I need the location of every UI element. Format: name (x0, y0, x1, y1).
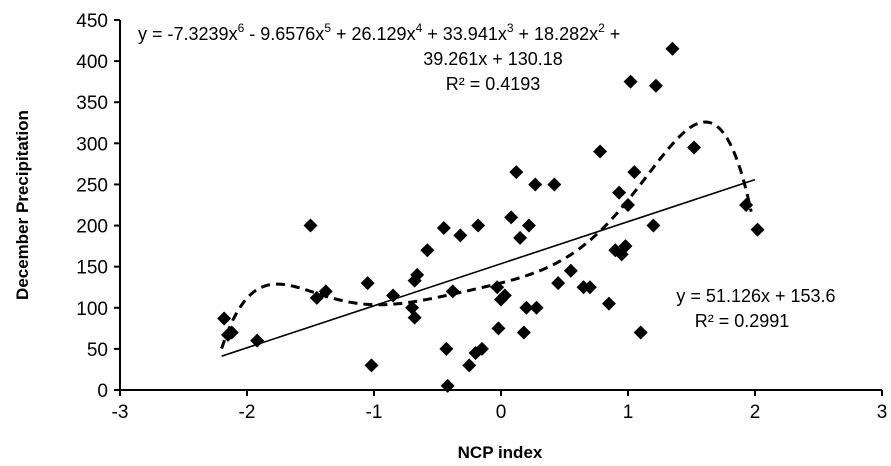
data-point (687, 140, 702, 155)
data-point (582, 280, 597, 295)
y-tick-label: 0 (97, 381, 108, 402)
data-point (497, 288, 512, 303)
y-tick-label: 100 (76, 299, 108, 320)
data-point (217, 311, 232, 326)
y-tick-label: 250 (76, 175, 108, 196)
x-axis-ticks: -3 -2 -1 0 1 2 3 (112, 390, 888, 423)
data-point (471, 218, 486, 233)
y-tick-label: 300 (76, 134, 108, 155)
data-point (516, 325, 531, 340)
linear-r2-label: R² = 0.2991 (695, 311, 790, 331)
data-point (224, 325, 239, 340)
data-point (551, 276, 566, 291)
poly-r2-label: R² = 0.4193 (446, 74, 541, 94)
data-point (612, 185, 627, 200)
data-point (420, 243, 435, 258)
data-point (593, 144, 608, 159)
y-tick-label: 50 (87, 340, 108, 361)
x-axis-title: NCP index (458, 443, 543, 462)
y-tick-label: 400 (76, 52, 108, 73)
data-point (360, 276, 375, 291)
data-point (407, 310, 422, 325)
poly-equation-line1: y = -7.3239x6 - 9.6576x5 + 26.129x4 + 33… (138, 21, 620, 44)
data-points (217, 41, 765, 393)
y-axis-title: December Precipitation (13, 110, 32, 300)
polynomial-trend-line (220, 120, 753, 350)
data-point (504, 210, 519, 225)
data-point (646, 218, 661, 233)
data-point (601, 296, 616, 311)
x-tick-label: 0 (496, 402, 507, 423)
linear-fit-equation: y = 51.126x + 153.6 R² = 0.2991 (676, 286, 835, 331)
data-point (648, 78, 663, 93)
data-point (547, 177, 562, 192)
data-point (627, 165, 642, 180)
data-point (436, 221, 451, 236)
poly-equation-line2: 39.261x + 130.18 (423, 49, 563, 69)
data-point (739, 198, 754, 212)
x-tick-label: -3 (112, 402, 129, 423)
x-tick-label: 1 (623, 402, 634, 423)
data-point (250, 333, 265, 348)
data-point (528, 177, 543, 192)
trend-lines (220, 120, 756, 357)
data-point (621, 198, 635, 212)
data-point (563, 263, 578, 278)
y-tick-label: 350 (76, 93, 108, 114)
data-point (519, 300, 534, 315)
y-tick-label: 450 (76, 11, 108, 32)
data-point (521, 218, 536, 233)
x-tick-label: 3 (877, 402, 888, 423)
data-point (490, 280, 505, 295)
x-tick-label: -1 (366, 402, 383, 423)
data-point (410, 267, 425, 282)
data-point (386, 288, 401, 303)
data-point (633, 325, 648, 340)
data-point (529, 300, 544, 315)
poly-fit-equation: y = -7.3239x6 - 9.6576x5 + 26.129x4 + 33… (138, 21, 620, 94)
data-point (513, 230, 528, 245)
data-point (623, 74, 638, 89)
data-point (445, 284, 460, 299)
x-tick-label: 2 (750, 402, 761, 423)
data-point (474, 341, 489, 356)
y-axis-ticks: 0 50 100 150 200 250 300 350 400 450 (76, 11, 120, 402)
data-point (440, 378, 455, 393)
linear-trend-line (221, 178, 756, 357)
data-point (364, 358, 379, 373)
data-point (491, 321, 506, 336)
data-point (750, 222, 765, 237)
data-point (665, 41, 680, 56)
data-point (453, 228, 468, 243)
x-tick-label: -2 (239, 402, 256, 423)
data-point (509, 165, 524, 180)
data-point (439, 341, 454, 356)
y-tick-label: 150 (76, 258, 108, 279)
data-point (405, 300, 420, 315)
data-point (303, 218, 318, 233)
y-tick-label: 200 (76, 217, 108, 238)
data-point (309, 290, 324, 305)
linear-equation: y = 51.126x + 153.6 (676, 286, 835, 306)
data-point (618, 239, 633, 254)
data-point (318, 284, 333, 299)
data-point (462, 358, 477, 373)
